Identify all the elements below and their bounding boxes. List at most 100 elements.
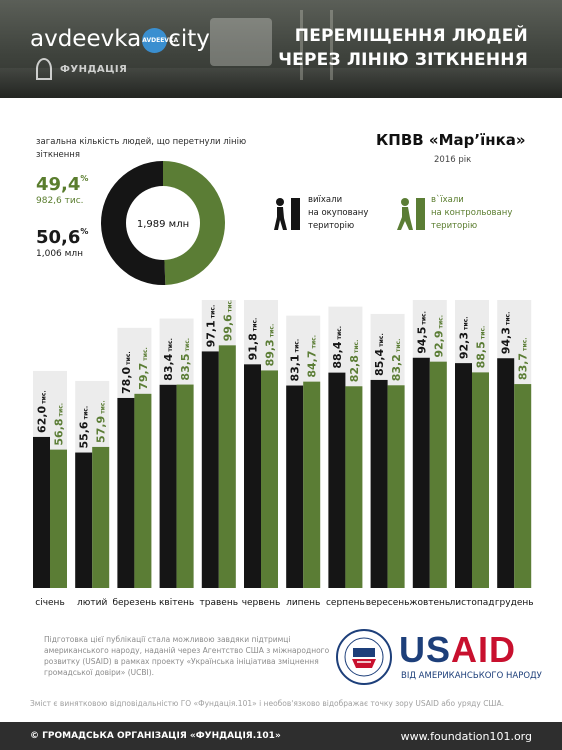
bar-label-unit: тис. bbox=[41, 390, 48, 404]
bar-entered bbox=[176, 384, 194, 588]
usaid-logo-us: US bbox=[399, 629, 452, 670]
bar-label-unit: тис. bbox=[378, 333, 385, 347]
brand-right: city bbox=[168, 26, 210, 52]
green-share-unit: % bbox=[80, 174, 89, 183]
bar-exited bbox=[33, 436, 50, 588]
page-title-line1: ПЕРЕМІЩЕННЯ ЛЮДЕЙ bbox=[294, 26, 528, 46]
legend-right-line: територію bbox=[431, 221, 478, 231]
fundacia-logo-text: ФУНДАЦІЯ bbox=[60, 63, 128, 75]
bar-label-unit: тис. bbox=[294, 339, 301, 353]
bar-label-unit: тис. bbox=[58, 403, 65, 417]
category-label: січень bbox=[35, 598, 65, 608]
usaid-logo-aid: AID bbox=[451, 629, 517, 670]
bar-exited bbox=[455, 363, 472, 588]
legend-right: в`їхали на контрольовану територію bbox=[393, 194, 512, 234]
bar-entered bbox=[387, 385, 405, 588]
bar-label-unit: тис. bbox=[311, 335, 318, 349]
bar-exited bbox=[497, 358, 515, 588]
bar-label-unit: тис. bbox=[463, 316, 470, 330]
disclaimer: Зміст є винятковою відповідальністю ГО «… bbox=[30, 699, 504, 708]
legend-left-line: на окуповану bbox=[308, 208, 369, 218]
usaid-tagline: ВІД АМЕРИКАНСЬКОГО НАРОДУ bbox=[401, 671, 542, 681]
bar-exited bbox=[117, 397, 135, 588]
category-label: квітень bbox=[159, 598, 194, 608]
monthly-bar-chart: 62,0тис.56,8тис.55,6тис.57,9тис.78,0тис.… bbox=[33, 300, 534, 608]
bar-label-unit: тис. bbox=[167, 338, 174, 352]
bar-entered bbox=[429, 361, 447, 588]
fundacia-logo: ФУНДАЦІЯ bbox=[36, 58, 127, 80]
checkpoint-year: 2016 рік bbox=[434, 155, 472, 165]
bar-label-unit: тис. bbox=[83, 406, 90, 420]
brand-left: avdeevka bbox=[30, 26, 142, 52]
bar-entered bbox=[50, 449, 67, 588]
legend-left-line: виїхали bbox=[308, 195, 343, 205]
donut-total: 1,989 млн bbox=[137, 219, 189, 230]
bar-label-unit: тис. bbox=[252, 318, 259, 332]
category-label: лютий bbox=[77, 598, 107, 608]
legend-left-text: виїхали на окуповану територію bbox=[308, 194, 368, 233]
checkpoint-title: КПВВ «Мар’їнка» bbox=[376, 131, 526, 149]
bar-label-unit: тис. bbox=[395, 339, 402, 353]
person-enter-door-icon bbox=[397, 198, 425, 230]
donut-hole bbox=[126, 186, 200, 260]
bar-entered bbox=[261, 370, 278, 588]
bar-exited bbox=[201, 351, 219, 588]
bar-label-unit: тис. bbox=[353, 340, 360, 354]
page-title-line2: ЧЕРЕЗ ЛІНІЮ ЗІТКНЕННЯ bbox=[278, 50, 528, 70]
page-title: ПЕРЕМІЩЕННЯ ЛЮДЕЙ ЧЕРЕЗ ЛІНІЮ ЗІТКНЕННЯ bbox=[278, 24, 528, 72]
legend-right-line: на контрольовану bbox=[431, 208, 513, 218]
footer-url[interactable]: www.foundation101.org bbox=[400, 729, 532, 743]
bar-label-unit: тис. bbox=[437, 315, 444, 329]
donut-chart: 1,989 млн bbox=[101, 161, 226, 285]
funding-note: Підготовка цієї публікації стала можливо… bbox=[44, 635, 330, 677]
category-label: листопад bbox=[450, 598, 495, 608]
green-share-abs: 982,6 тис. bbox=[36, 196, 84, 206]
bar-label-unit: тис. bbox=[522, 337, 529, 351]
bar-label-unit: тис. bbox=[480, 326, 487, 340]
bar-label-unit: тис. bbox=[226, 300, 233, 312]
bar-label-unit: тис. bbox=[142, 347, 149, 361]
bar-label-unit: тис. bbox=[420, 311, 427, 325]
bar-exited bbox=[75, 452, 93, 588]
watermark-brand: avdeevka AVDEEVKA city bbox=[30, 24, 210, 54]
black-share-pct: 50,6 bbox=[36, 227, 81, 248]
bar-exited bbox=[159, 384, 177, 588]
bar-label-unit: тис. bbox=[209, 305, 216, 319]
bar-exited bbox=[286, 385, 304, 588]
summary-label: загальна кількість людей, що перетнули л… bbox=[36, 137, 247, 160]
bar-exited bbox=[244, 364, 261, 588]
bar-entered bbox=[345, 386, 363, 588]
legend-right-line: в`їхали bbox=[431, 195, 464, 205]
bar-exited bbox=[328, 372, 346, 588]
legend-left-line: територію bbox=[308, 221, 355, 231]
brand-ring-icon: AVDEEVKA bbox=[142, 27, 178, 53]
header-truck-photo bbox=[210, 18, 272, 66]
bar-entered bbox=[92, 446, 110, 588]
category-label: березень bbox=[112, 598, 156, 608]
header-pole bbox=[330, 10, 333, 80]
bar-label-unit: тис. bbox=[184, 338, 191, 352]
category-label: жовтень bbox=[409, 598, 450, 608]
bar-entered bbox=[303, 381, 321, 588]
category-label: липень bbox=[286, 598, 320, 608]
usaid-seal-icon bbox=[336, 629, 392, 685]
fundacia-glyph-icon bbox=[36, 58, 52, 80]
bar-label-unit: тис. bbox=[336, 326, 343, 340]
person-exit-door-icon bbox=[274, 198, 300, 230]
footer-bar: © ГРОМАДСЬКА ОРГАНІЗАЦІЯ «ФУНДАЦІЯ.101» … bbox=[0, 722, 562, 750]
bar-exited bbox=[370, 379, 388, 588]
header-banner: avdeevka AVDEEVKA city ФУНДАЦІЯ ПЕРЕМІЩЕ… bbox=[0, 0, 562, 98]
bar-entered bbox=[134, 393, 152, 588]
legend-right-text: в`їхали на контрольовану територію bbox=[431, 194, 512, 233]
bar-label-unit: тис. bbox=[100, 400, 107, 414]
bar-label-unit: тис. bbox=[125, 351, 132, 365]
header-pole bbox=[300, 10, 303, 80]
category-label: серпень bbox=[326, 598, 365, 608]
black-share: 50,6% 1,006 млн bbox=[36, 227, 88, 259]
category-label: червень bbox=[242, 598, 281, 608]
bar-entered bbox=[472, 372, 489, 588]
header-road-photo bbox=[0, 68, 562, 98]
footer-org: © ГРОМАДСЬКА ОРГАНІЗАЦІЯ «ФУНДАЦІЯ.101» bbox=[30, 731, 281, 741]
bar-entered bbox=[218, 345, 236, 588]
bar-label-unit: тис. bbox=[269, 324, 276, 338]
